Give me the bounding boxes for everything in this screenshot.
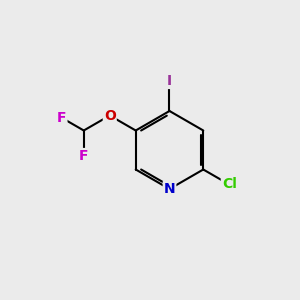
- Text: N: N: [164, 182, 175, 196]
- Text: Cl: Cl: [222, 178, 237, 191]
- Text: F: F: [79, 149, 88, 163]
- Text: I: I: [167, 74, 172, 88]
- Text: O: O: [104, 109, 116, 122]
- Text: F: F: [57, 111, 66, 125]
